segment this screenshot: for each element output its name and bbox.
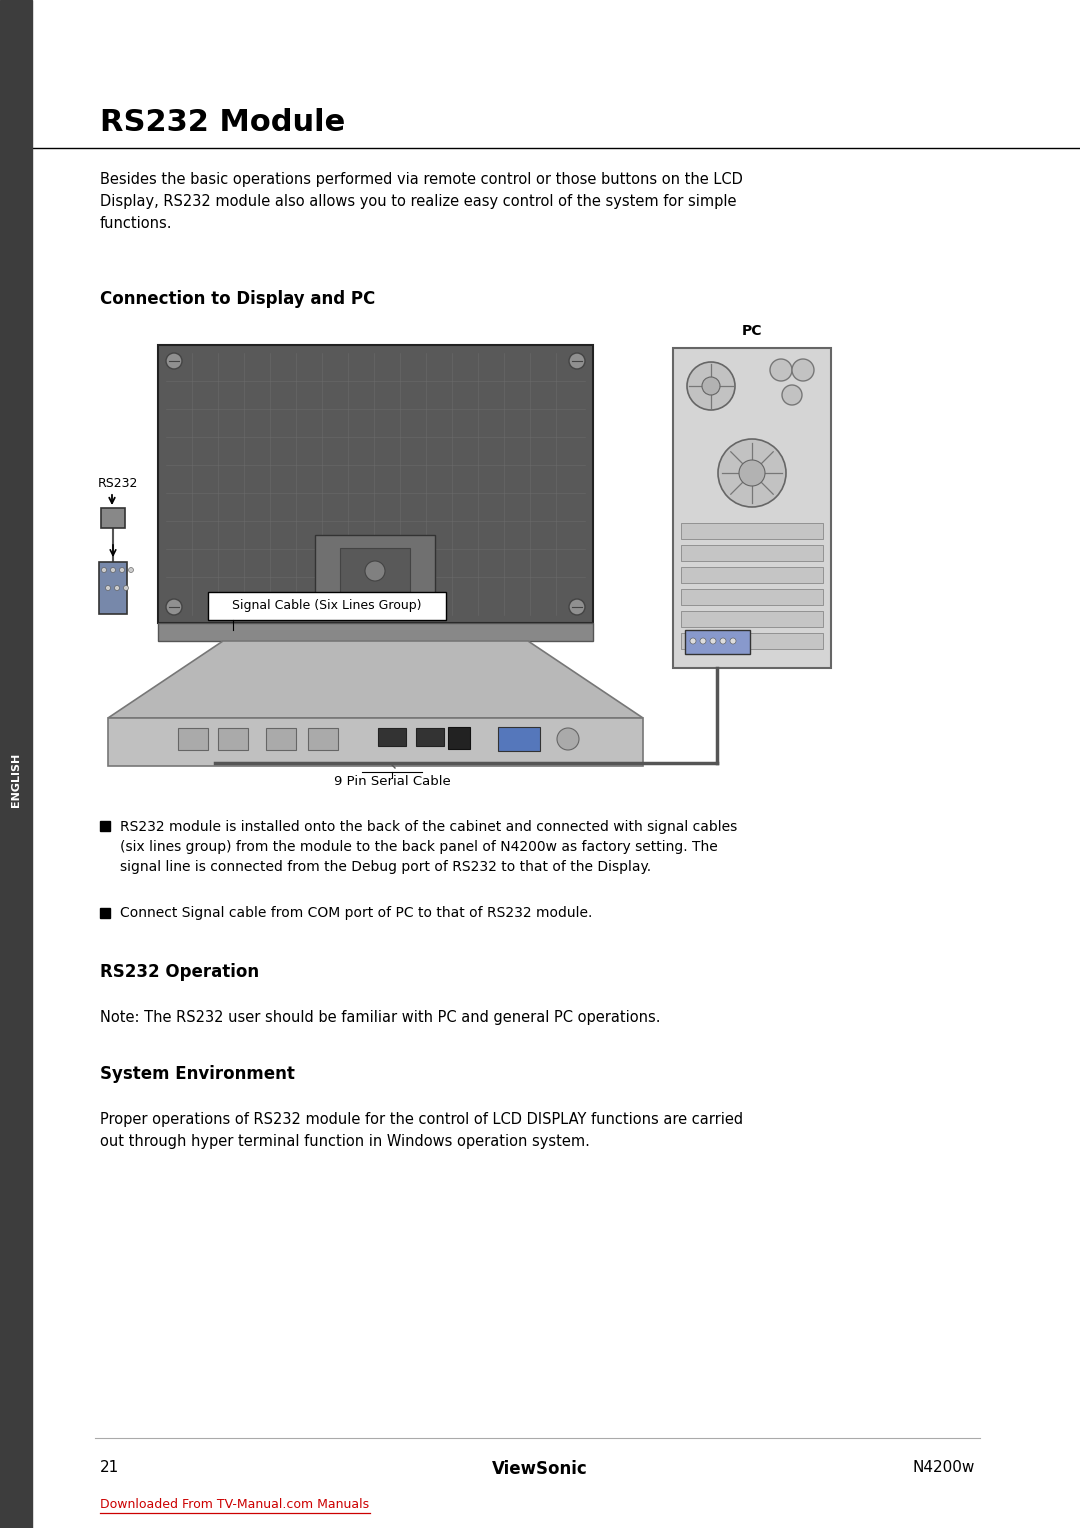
Circle shape [690,639,696,643]
Bar [218,727,248,750]
Text: 9 Pin Serial Cable: 9 Pin Serial Cable [334,775,450,788]
Circle shape [123,585,129,590]
Bar [99,562,127,614]
Bar [498,727,540,750]
Circle shape [129,567,134,573]
Circle shape [120,567,124,573]
Circle shape [166,599,183,614]
Bar [208,591,446,620]
Circle shape [106,585,110,590]
Bar [681,523,823,539]
Text: Signal Cable (Six Lines Group): Signal Cable (Six Lines Group) [232,599,422,613]
Text: Connect Signal cable from COM port of PC to that of RS232 module.: Connect Signal cable from COM port of PC… [120,906,592,920]
Text: Note: The RS232 user should be familiar with PC and general PC operations.: Note: The RS232 user should be familiar … [100,1010,661,1025]
Bar [158,623,593,642]
Text: 21: 21 [100,1459,119,1475]
Bar [108,718,643,766]
Text: Besides the basic operations performed via remote control or those buttons on th: Besides the basic operations performed v… [100,173,743,231]
Bar [102,507,125,529]
Bar [448,727,470,749]
Bar [178,727,208,750]
Circle shape [710,639,716,643]
Text: RS232 module is installed onto the back of the cabinet and connected with signal: RS232 module is installed onto the back … [120,821,738,874]
Circle shape [365,561,384,581]
Text: Proper operations of RS232 module for the control of LCD DISPLAY functions are c: Proper operations of RS232 module for th… [100,1112,743,1149]
Bar [685,630,750,654]
Bar [681,588,823,605]
Circle shape [782,385,802,405]
Circle shape [720,639,726,643]
Text: RS232 Operation: RS232 Operation [100,963,259,981]
Circle shape [102,567,107,573]
Circle shape [569,599,585,614]
Circle shape [166,353,183,368]
Bar [340,549,410,593]
Bar [378,727,406,746]
Text: PC: PC [742,324,762,338]
Circle shape [114,585,120,590]
Bar [315,535,435,610]
Circle shape [718,439,786,507]
Circle shape [792,359,814,380]
Text: Downloaded From TV-Manual.com Manuals: Downloaded From TV-Manual.com Manuals [100,1497,369,1511]
Bar [681,567,823,584]
Bar [266,727,296,750]
Circle shape [739,460,765,486]
Circle shape [687,362,735,410]
Text: ViewSonic: ViewSonic [492,1459,588,1478]
Bar [681,633,823,649]
Text: N4200w: N4200w [913,1459,975,1475]
Text: System Environment: System Environment [100,1065,295,1083]
Bar [673,348,831,668]
Circle shape [557,727,579,750]
Bar [681,545,823,561]
Circle shape [110,567,116,573]
Bar [158,345,593,623]
Bar [681,611,823,626]
Circle shape [770,359,792,380]
Bar [100,821,110,831]
Circle shape [730,639,735,643]
Text: RS232 Module: RS232 Module [100,108,346,138]
Bar [0,0,32,1528]
Circle shape [702,377,720,396]
Bar [416,727,444,746]
Text: Connection to Display and PC: Connection to Display and PC [100,290,375,309]
Text: RS232: RS232 [98,477,138,490]
Bar [308,727,338,750]
Circle shape [569,353,585,368]
Bar [100,908,110,918]
Text: ENGLISH: ENGLISH [11,753,21,807]
Polygon shape [108,642,643,718]
Circle shape [700,639,706,643]
